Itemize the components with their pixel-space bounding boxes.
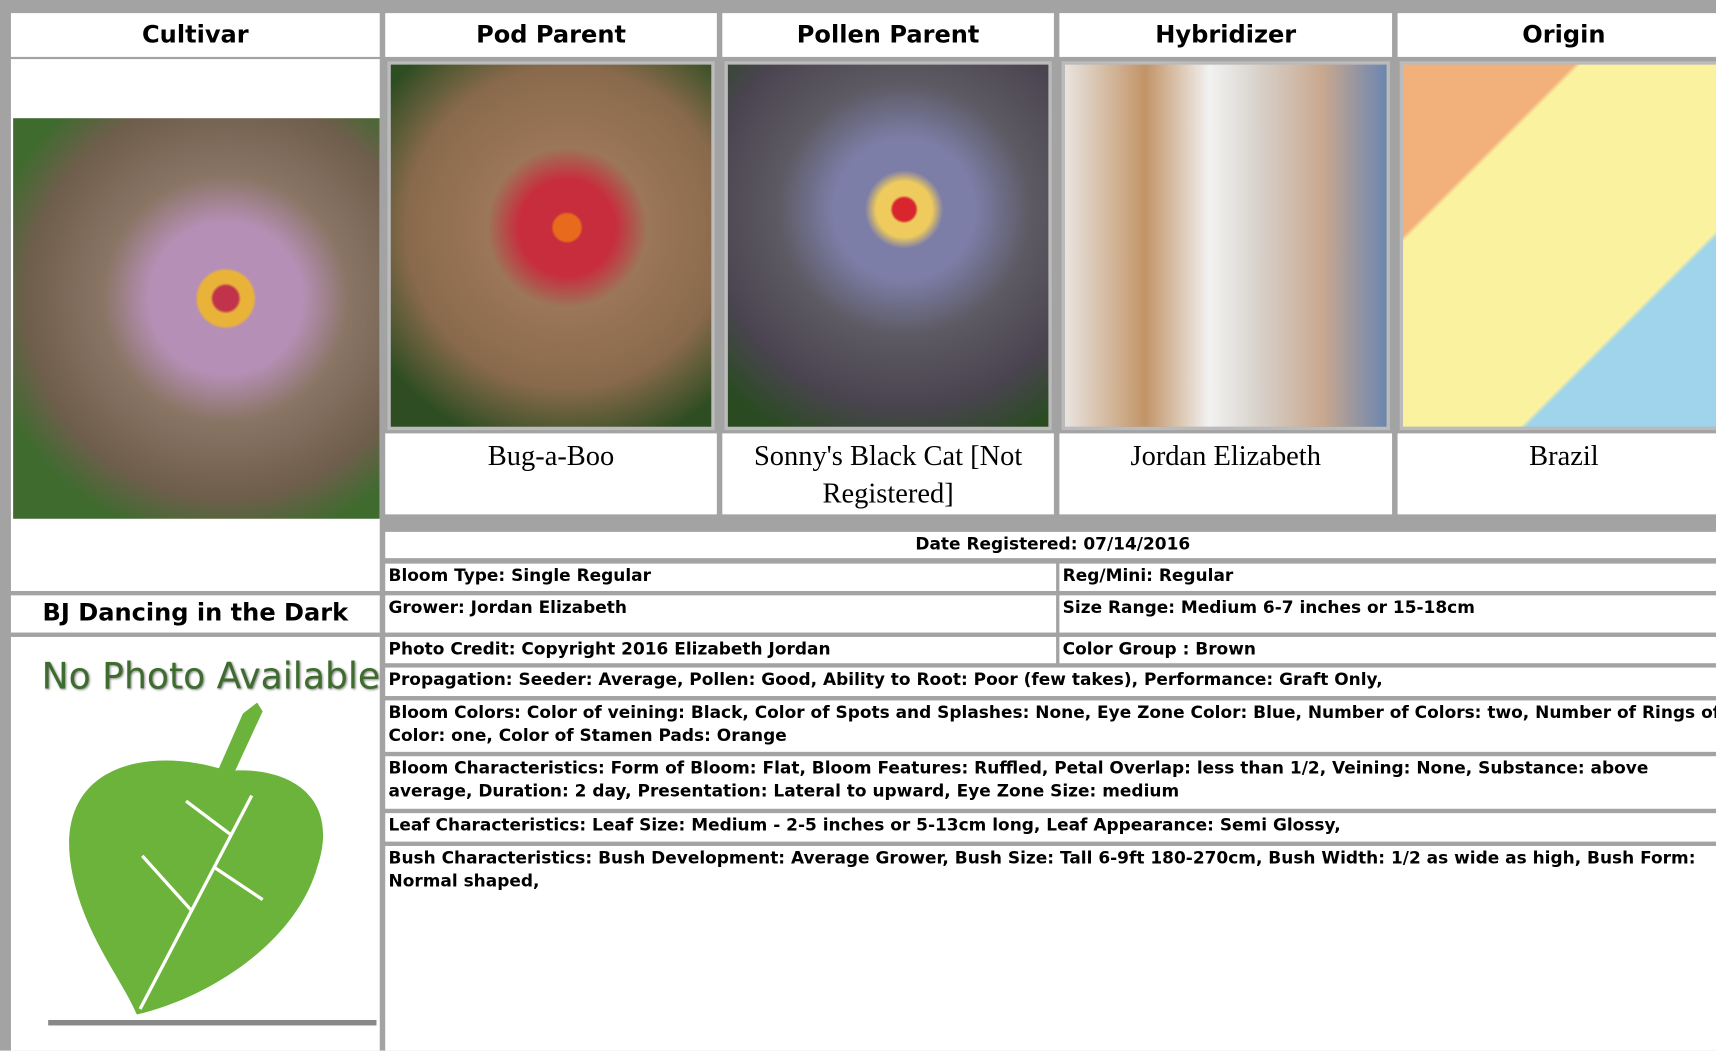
date-registered: Date Registered: 07/14/2016 (385, 531, 1716, 559)
header-cell: Cultivar (10, 13, 380, 57)
cultivar-name: BJ Dancing in the Dark (10, 595, 380, 633)
pod-parent-photo (387, 61, 715, 431)
detail-cell: Color Group : Brown (1059, 636, 1716, 664)
name-cell: Sonny's Black Cat [Not Registered] (722, 433, 1054, 515)
detail-cell: Bloom Colors: Color of veining: Black, C… (385, 700, 1716, 752)
hybridizer-photo (1061, 61, 1390, 431)
detail-cell: Bush Characteristics: Bush Development: … (385, 845, 1716, 1051)
detail-cell: Bloom Type: Single Regular (385, 563, 1057, 591)
name-cell: Brazil (1397, 433, 1716, 515)
cultivar-photo (13, 118, 380, 519)
no-photo-text: No Photo Available (41, 654, 380, 698)
pollen-parent-photo (724, 61, 1052, 431)
detail-cell: Propagation: Seeder: Average, Pollen: Go… (385, 667, 1716, 697)
header-cell: Pod Parent (385, 13, 717, 57)
detail-cell: Reg/Mini: Regular (1059, 563, 1716, 591)
detail-text: Bush Characteristics: Bush Development: … (388, 848, 1696, 891)
header-cell: Hybridizer (1059, 13, 1393, 57)
header-cell: Pollen Parent (722, 13, 1054, 57)
no-photo-cell: No Photo Available (10, 636, 380, 1051)
detail-cell: Leaf Characteristics: Leaf Size: Medium … (385, 813, 1716, 842)
cultivar-photo-cell (10, 59, 380, 591)
detail-cell: Photo Credit: Copyright 2016 Elizabeth J… (385, 636, 1057, 664)
detail-cell: Grower: Jordan Elizabeth (385, 595, 1057, 633)
name-cell: Bug-a-Boo (385, 433, 717, 515)
detail-cell: Bloom Characteristics: Form of Bloom: Fl… (385, 756, 1716, 809)
detail-text: Bloom Characteristics: Form of Bloom: Fl… (388, 758, 1649, 802)
detail-text: Bloom Colors: Color of veining: Black, C… (388, 702, 1716, 746)
leaf-icon (48, 702, 377, 1026)
header-cell: Origin (1397, 13, 1716, 57)
origin-map (1399, 61, 1716, 431)
detail-cell: Size Range: Medium 6-7 inches or 15-18cm (1059, 595, 1716, 633)
name-cell: Jordan Elizabeth (1059, 433, 1393, 515)
